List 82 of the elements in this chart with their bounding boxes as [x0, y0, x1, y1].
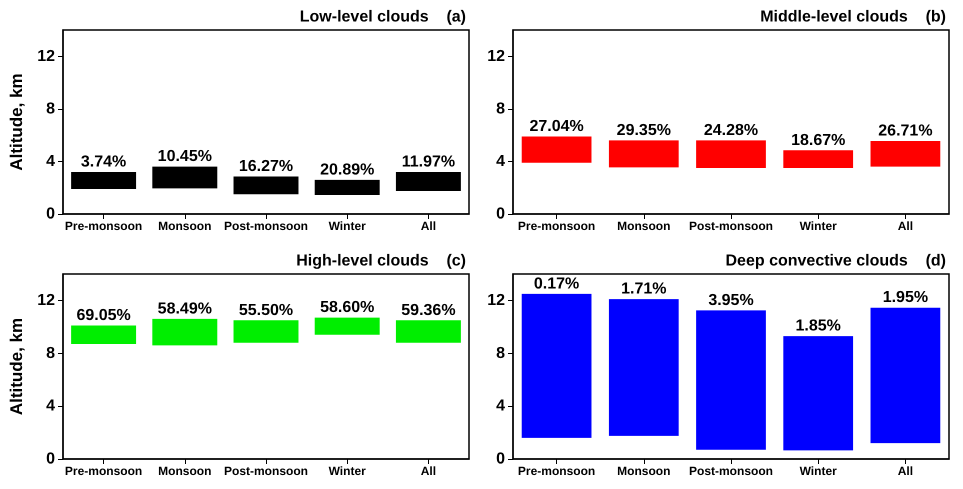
annotation: 1.95% — [882, 289, 928, 306]
y-tick-label: 8 — [496, 344, 506, 362]
y-tick-label: 12 — [487, 48, 506, 65]
bar — [608, 299, 679, 436]
x-tick-label: Pre-monsoon — [518, 219, 596, 233]
bar — [71, 326, 136, 344]
y-tick-label: 8 — [46, 344, 56, 362]
x-tick-label: All — [420, 464, 436, 478]
x-tick-label: Post-monsoon — [224, 464, 308, 478]
annotation: 11.97% — [402, 153, 456, 170]
annotation: 10.45% — [158, 148, 212, 166]
annotation: 59.36% — [401, 302, 456, 319]
annotation: 3.74% — [80, 153, 126, 170]
y-tick-label: 8 — [46, 100, 56, 118]
y-tick-label: 12 — [37, 48, 56, 65]
annotation: 69.05% — [76, 307, 131, 324]
annotation: 1.71% — [621, 280, 666, 298]
x-tick-label: Post-monsoon — [224, 219, 308, 233]
annotation: 20.89% — [320, 161, 374, 178]
y-tick-label: 0 — [496, 206, 506, 222]
annotation: 58.60% — [320, 299, 374, 316]
y-tick-label: 4 — [46, 398, 56, 415]
x-tick-label: All — [898, 219, 914, 233]
bar — [522, 294, 592, 438]
chart-title: Deep convective clouds (d) — [726, 252, 946, 270]
bar — [314, 318, 380, 335]
bar — [783, 150, 854, 168]
bar — [396, 320, 461, 343]
x-tick-label: Pre-monsoon — [64, 464, 142, 478]
x-tick-label: All — [420, 219, 436, 233]
y-tick-label: 0 — [46, 450, 56, 468]
x-tick-label: Winter — [800, 219, 838, 233]
annotation: 29.35% — [616, 122, 671, 139]
x-tick-label: Winter — [328, 219, 366, 233]
bar — [234, 176, 298, 194]
bar — [71, 172, 136, 190]
annotation: 58.49% — [158, 300, 212, 318]
y-tick-label: 8 — [496, 100, 506, 118]
bar — [696, 140, 766, 168]
x-tick-label: Post-monsoon — [689, 219, 773, 233]
annotation: 1.85% — [796, 318, 841, 335]
chart-title: High-level clouds (c) — [296, 252, 466, 270]
annotation: 0.17% — [534, 275, 580, 292]
annotation: 3.95% — [708, 292, 754, 309]
bar — [314, 180, 380, 195]
x-tick-label: Monsoon — [617, 219, 670, 233]
x-tick-label: Monsoon — [617, 464, 670, 478]
bar — [783, 336, 854, 450]
annotation: 55.50% — [238, 302, 294, 319]
bar — [696, 310, 766, 450]
x-tick-label: Monsoon — [158, 464, 212, 478]
x-tick-label: Winter — [800, 464, 838, 478]
x-tick-label: Pre-monsoon — [64, 219, 142, 233]
annotation: 18.67% — [791, 132, 846, 149]
bar — [234, 320, 298, 343]
chart-title: Middle-level clouds (b) — [760, 8, 946, 26]
y-axis-title: Altitude, km — [7, 73, 26, 171]
chart-title: Low-level clouds (a) — [300, 8, 466, 26]
bar — [870, 141, 940, 167]
y-tick-label: 4 — [496, 152, 506, 170]
y-tick-label: 4 — [46, 152, 56, 170]
bar — [870, 308, 940, 444]
annotation: 26.71% — [878, 122, 933, 140]
annotation: 24.28% — [704, 122, 758, 139]
y-axis-title: Altitude, km — [7, 318, 26, 416]
y-tick-label: 12 — [37, 292, 56, 309]
x-tick-label: Winter — [328, 464, 366, 478]
y-tick-label: 0 — [46, 206, 56, 222]
annotation: 27.04% — [529, 118, 584, 135]
x-tick-label: Monsoon — [158, 219, 212, 233]
x-tick-label: All — [898, 464, 914, 478]
bar — [152, 318, 218, 346]
bar — [522, 136, 592, 163]
bar — [608, 140, 679, 168]
y-tick-label: 4 — [496, 398, 506, 415]
x-tick-label: Post-monsoon — [689, 464, 773, 478]
annotation: 16.27% — [238, 158, 294, 176]
y-tick-label: 12 — [487, 292, 506, 309]
bar — [396, 172, 461, 191]
x-tick-label: Pre-monsoon — [518, 464, 596, 478]
bar — [152, 166, 218, 188]
y-tick-label: 0 — [496, 450, 506, 468]
